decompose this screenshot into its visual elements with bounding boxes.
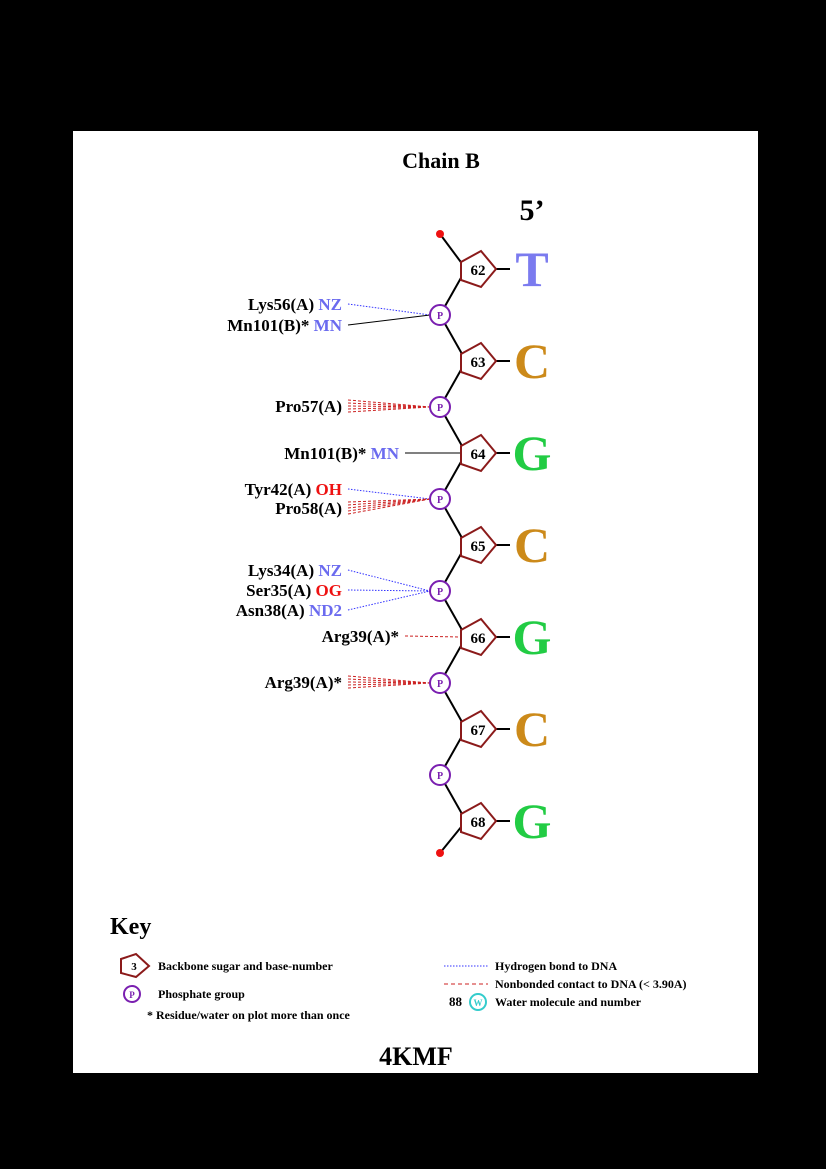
residue-label: Asn38(A) ND2: [236, 601, 342, 620]
base-letter: G: [513, 793, 552, 849]
pdb-id: 4KMF: [379, 1042, 453, 1071]
sugar-pentagon: [460, 249, 498, 289]
key-water-icon: W: [469, 993, 487, 1011]
phosphate-letter: P: [437, 679, 443, 690]
sugar-pentagon: [460, 433, 498, 473]
key-water-letter: W: [474, 998, 483, 1008]
nonbonded-line: [347, 498, 431, 503]
nonbonded-line: [347, 681, 431, 684]
nonbonded-line: [347, 498, 431, 509]
hbond-line: [347, 569, 431, 592]
sugar-number: 68: [471, 815, 486, 831]
sugar-number: 67: [471, 723, 487, 739]
residue-labels: Lys56(A) NZ Mn101(B)* MN Pro57(A) Mn101(B)*…: [227, 295, 399, 692]
sugar-pentagon: [460, 341, 498, 381]
phosphate-circle: [429, 488, 451, 510]
backbone-nodes: 62 T 63 C 64 G 65 C 66 G 67 C 68 G P P P P P P: [429, 230, 552, 857]
chain-title: Chain B: [402, 148, 480, 173]
sugar-pentagon: [460, 709, 498, 749]
terminal-3prime-dot: [436, 849, 444, 857]
phosphate-circle: [429, 764, 451, 786]
residue-label: Tyr42(A) OH: [245, 480, 342, 499]
phosphate-letter: P: [437, 403, 443, 414]
key-phosphate-letter: P: [129, 990, 135, 1000]
sugar-number: 66: [471, 631, 487, 647]
residue-label: Ser35(A) OG: [246, 581, 342, 600]
base-letter: C: [514, 517, 550, 573]
base-letter: G: [513, 609, 552, 665]
nonbonded-line: [347, 406, 431, 410]
sugar-pentagon: [460, 801, 498, 841]
nonbonded-line: [347, 402, 431, 408]
key-asterisk-text: * Residue/water on plot more than once: [147, 1008, 351, 1022]
residue-label: Arg39(A)*: [322, 627, 399, 646]
phosphate-letter: P: [437, 311, 443, 322]
phosphate-circle: [429, 304, 451, 326]
contact-line: [347, 314, 431, 326]
base-letter: G: [513, 425, 552, 481]
residue-label: Lys34(A) NZ: [248, 561, 342, 580]
key-sugar-text: Backbone sugar and base-number: [158, 959, 333, 973]
nonbonded-line: [347, 678, 431, 684]
nonbonded-line: [347, 498, 431, 506]
residue-label: Mn101(B)* MN: [227, 316, 342, 335]
residue-label: Mn101(B)* MN: [284, 444, 399, 463]
residue-label: Pro58(A): [275, 499, 342, 518]
sugar-number: 64: [471, 447, 487, 463]
phosphate-letter: P: [437, 495, 443, 506]
key-nonbonded-text: Nonbonded contact to DNA (< 3.90A): [495, 977, 687, 991]
nonbonded-line: [347, 498, 431, 515]
key-sugar-icon: 3: [120, 952, 151, 979]
nonbonded-line: [404, 635, 462, 638]
nonbonded-line: [347, 405, 431, 408]
base-letter: T: [515, 241, 548, 297]
key-water-text: Water molecule and number: [495, 995, 642, 1009]
phosphate-circle: [429, 580, 451, 602]
key-heading: Key: [110, 914, 151, 940]
nonbonded-line: [347, 682, 431, 686]
phosphate-letter: P: [437, 587, 443, 598]
sugar-number: 65: [471, 539, 486, 555]
five-prime-label: 5’: [520, 194, 545, 227]
key-hbond-text: Hydrogen bond to DNA: [495, 959, 617, 973]
sugar-pentagon: [460, 525, 498, 565]
nonbonded-line: [347, 682, 431, 689]
sugar-pentagon: [460, 617, 498, 657]
phosphate-circle: [429, 396, 451, 418]
sugar-number: 63: [471, 355, 486, 371]
sugar-number: 62: [471, 263, 486, 279]
key-sugar-number: 3: [131, 961, 137, 973]
base-letter: C: [514, 333, 550, 389]
nonbonded-line: [347, 498, 431, 512]
interaction-lines: [347, 303, 462, 689]
phosphate-letter: P: [437, 771, 443, 782]
hbond-line: [347, 589, 431, 592]
nonbonded-line: [347, 399, 431, 408]
residue-label: Arg39(A)*: [265, 673, 342, 692]
white-panel: [73, 131, 758, 1073]
hbond-line: [347, 590, 431, 611]
key-phosphate-icon: P: [123, 985, 141, 1003]
hbond-line: [347, 488, 431, 500]
residue-label: Lys56(A) NZ: [248, 295, 342, 314]
base-letter: C: [514, 701, 550, 757]
key-water-number: 88: [449, 994, 463, 1009]
residue-label: Pro57(A): [275, 397, 342, 416]
key-phosphate-text: Phosphate group: [158, 987, 245, 1001]
terminal-5prime-dot: [436, 230, 444, 238]
phosphate-circle: [429, 672, 451, 694]
nonbonded-line: [347, 406, 431, 413]
nonbonded-line: [347, 675, 431, 684]
hbond-line: [347, 303, 431, 316]
